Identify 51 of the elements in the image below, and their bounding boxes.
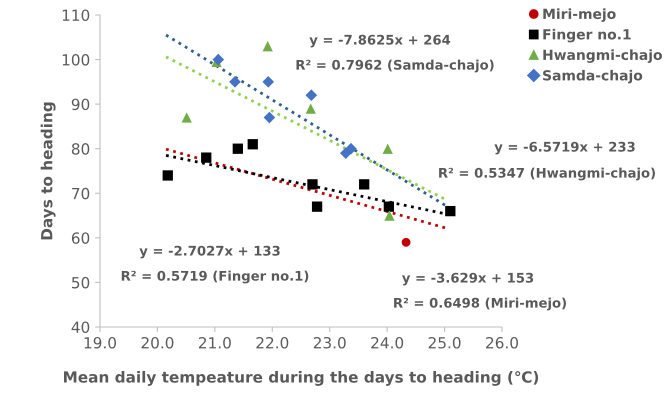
point [307, 179, 318, 190]
annotation: R² = 0.6498 (Miri-mejo) [394, 298, 566, 310]
y-tick-label: 80 [72, 143, 90, 155]
point [264, 112, 276, 124]
y-axis-title: Days to heading [40, 102, 56, 240]
y-tick-label: 70 [72, 188, 90, 200]
legend-label: Finger no.1 [543, 28, 631, 42]
point [359, 179, 370, 190]
y-tick-label: 40 [72, 321, 90, 334]
y-tick-label: 90 [72, 98, 90, 110]
y-tick-label: 60 [72, 232, 90, 244]
annotation: y = -3.629x + 153 [402, 272, 534, 286]
y-tick-label: 100 [62, 54, 90, 66]
annotation: y = -2.7027x + 133 [139, 246, 280, 258]
x-tick-label: 21.0 [198, 336, 231, 349]
x-tick-label: 20.0 [142, 336, 174, 349]
point [229, 76, 241, 88]
point [162, 170, 173, 181]
annotation: y = -6.5719x + 233 [494, 142, 635, 154]
point [232, 144, 243, 154]
point [262, 76, 274, 88]
x-tick-label: 26.0 [486, 336, 518, 349]
x-tick-label: 23.0 [314, 336, 346, 349]
point [345, 142, 357, 155]
annotation: y = -7.8625x + 264 [309, 34, 450, 48]
point [384, 210, 395, 221]
y-tick-label: 110 [62, 9, 90, 22]
legend-label: Miri-mejo [543, 8, 616, 22]
point [384, 202, 394, 212]
point [201, 152, 212, 163]
x-tick-label: 25.0 [428, 336, 461, 349]
point [312, 202, 322, 212]
y-tick-label: 50 [72, 276, 90, 288]
point [212, 54, 224, 66]
x-tick-label: 22.0 [256, 336, 288, 349]
x-axis-title: Mean daily tempeature during the days to heading (℃) [64, 370, 538, 386]
annotation: R² = 0.5347 (Hwangmi-chajo) [439, 168, 655, 180]
point [182, 112, 192, 123]
point [382, 144, 393, 154]
point [262, 41, 273, 52]
legend-label: Samda-chajo [543, 70, 642, 84]
point [306, 89, 318, 102]
x-tick-label: 19.0 [84, 336, 116, 349]
legend-label: Hwangmi-chajo [543, 49, 662, 63]
point [402, 238, 410, 247]
point [306, 103, 316, 114]
point [248, 139, 258, 150]
x-tick-label: 24.0 [371, 336, 404, 349]
annotation: R² = 0.5719 (Finger no.1) [122, 270, 308, 284]
point [445, 206, 456, 216]
annotation: R² = 0.7962 (Samda-chajo) [296, 60, 494, 72]
